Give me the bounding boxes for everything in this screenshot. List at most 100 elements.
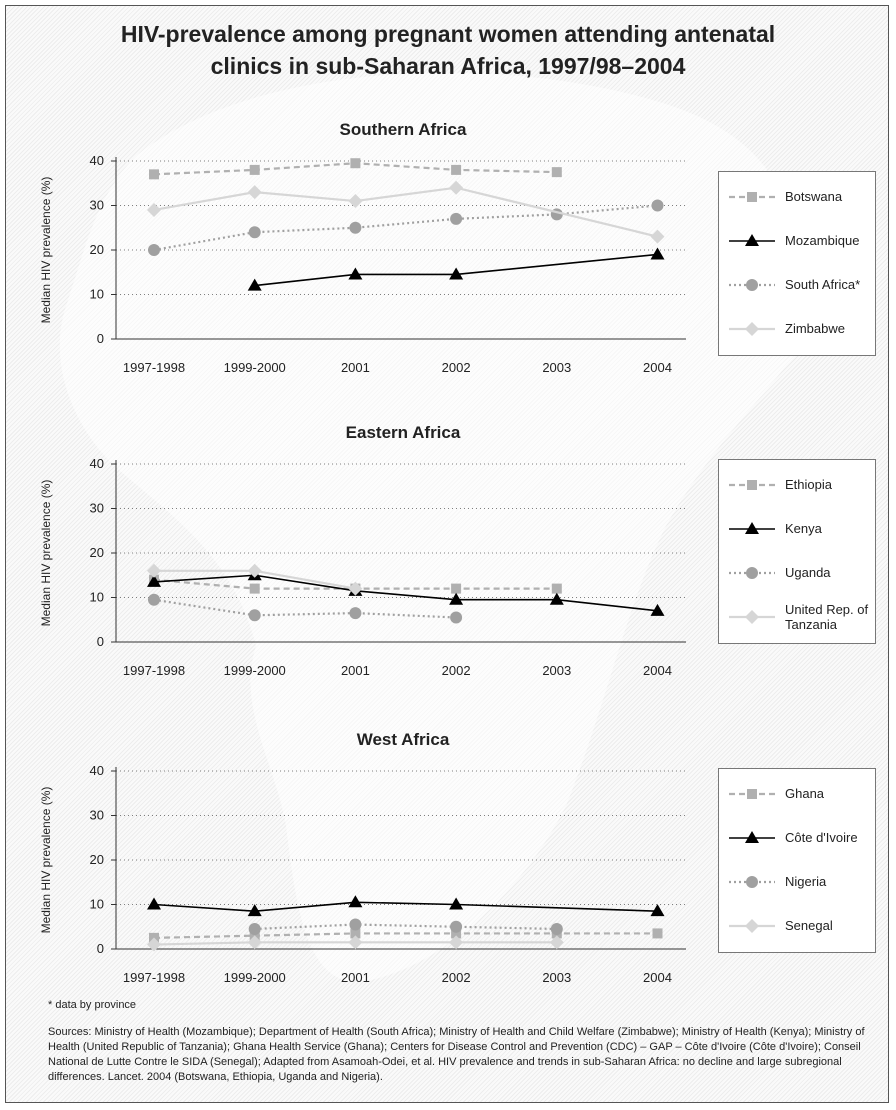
eastern-africa-y-tick-label: 0 [97,634,104,649]
legend-label-eastern-africa-kenya: Kenya [785,521,822,536]
southern-africa-south-africa-point [148,244,160,256]
southern-africa-x-tick-label: 2002 [442,360,471,375]
legend-marker-southern-africa-zimbabwe [745,322,759,336]
west-africa-c-te-d-ivoire-point [247,904,262,917]
eastern-africa-kenya-line [153,574,658,612]
legend-label-west-africa-ghana: Ghana [785,786,825,801]
southern-africa-x-tick-label: 2004 [643,360,672,375]
southern-africa-zimbabwe-point [247,185,262,200]
chart-panel-southern-africa: Southern Africa Median HIV prevalence (%)… [6,111,888,401]
legend-swatch-west-africa-nigeria [729,876,775,888]
west-africa-x-tick-label: 1997-1998 [123,970,185,985]
southern-africa-title: Southern Africa [340,120,467,139]
legend-item-southern-africa-south-africa: South Africa* [727,276,871,310]
west-africa-ghana-point [451,928,462,939]
west-africa-c-te-d-ivoire-line [153,901,658,912]
southern-africa-south-africa-point [450,212,463,225]
west-africa-y-tick-label: 20 [90,852,104,867]
legend-marker-southern-africa-mozambique [745,234,759,246]
legend-item-eastern-africa-united-rep-of-tanzania: United Rep. of Tanzania [727,602,871,642]
southern-africa-zimbabwe-point [147,202,161,217]
southern-africa-zimbabwe-point [348,194,363,209]
west-africa-x-tick-label: 2004 [643,970,672,985]
legend-item-southern-africa-mozambique: Mozambique [727,232,871,266]
eastern-africa-x-tick-label: 1999-2000 [224,663,286,678]
west-africa-nigeria-point [248,922,261,935]
legend-label-southern-africa-mozambique: Mozambique [785,233,860,248]
southern-africa-botswana-point [551,167,562,178]
legend-item-west-africa-ghana: Ghana [727,785,871,819]
legend-marker-west-africa-senegal [745,919,759,933]
southern-africa-zimbabwe-point [449,180,464,195]
eastern-africa-united-rep-of-tanzania-point [348,581,363,596]
eastern-africa-y-tick-label: 10 [90,590,104,605]
southern-africa-y-axis-label: Median HIV prevalence (%) [39,177,53,324]
legend-label-eastern-africa-ethiopia: Ethiopia [785,477,832,492]
chart-panel-west-africa: West Africa Median HIV prevalence (%) 40 30… [6,721,888,1011]
legend-item-southern-africa-botswana: Botswana [727,188,871,222]
eastern-africa-kenya-point [650,603,665,616]
eastern-africa-title: Eastern Africa [346,423,461,442]
west-africa-y-axis-label: Median HIV prevalence (%) [39,787,53,934]
west-africa-senegal-point [247,935,262,950]
footnote: * data by province [48,999,137,1011]
west-africa-nigeria-line [254,923,557,931]
eastern-africa-x-tick-label: 1997-1998 [123,663,185,678]
legend-swatch-southern-africa-botswana [729,192,775,202]
eastern-africa-ethiopia-point [551,583,562,594]
west-africa-ghana-point [350,928,361,939]
legend-marker-southern-africa-botswana [747,192,757,202]
west-africa-c-te-d-ivoire-point [650,904,665,917]
legend-label-southern-africa-south-africa: South Africa* [785,277,861,292]
eastern-africa-kenya-point [549,592,564,605]
west-africa-senegal-point [147,937,161,952]
legend-swatch-west-africa-ghana [729,789,775,799]
west-africa-x-tick-label: 2001 [341,970,370,985]
legend-swatch-eastern-africa-kenya [729,522,775,534]
legend-swatch-eastern-africa-ethiopia [729,480,775,490]
southern-africa-south-africa-line [153,204,658,252]
legend-item-eastern-africa-uganda: Uganda [727,564,871,598]
sources-text: Sources: Ministry of Health (Mozambique)… [48,1026,865,1083]
west-africa-c-te-d-ivoire-point [449,897,464,910]
eastern-africa-uganda-point [148,593,160,606]
chart-panel-eastern-africa: Eastern Africa Median HIV prevalence (%) 4… [6,414,888,704]
legend-eastern-africa: Ethiopia Kenya Uganda United Rep. of Tanzan… [718,459,876,644]
west-africa-senegal-point [449,935,464,950]
west-africa-c-te-d-ivoire-point [147,897,161,910]
legend-label-west-africa-senegal: Senegal [785,918,833,933]
southern-africa-x-tick-label: 2001 [341,360,370,375]
legend-marker-eastern-africa-kenya [745,522,759,534]
legend-west-africa: Ghana Côte d'Ivoire Nigeria Senegal [718,768,876,953]
southern-africa-mozambique-point [247,278,262,291]
legend-label-west-africa-c-te-d-ivoire: Côte d'Ivoire [785,830,858,845]
west-africa-y-tick-label: 0 [97,941,104,956]
legend-item-west-africa-senegal: Senegal [727,917,871,951]
eastern-africa-uganda-point [248,609,261,622]
title-line-1: HIV-prevalence among pregnant women atte… [120,21,776,47]
eastern-africa-ethiopia-point [451,583,462,594]
eastern-africa-y-tick-label: 40 [90,456,104,471]
legend-swatch-southern-africa-zimbabwe [729,322,775,336]
southern-africa-mozambique-line [254,253,658,287]
legend-swatch-southern-africa-mozambique [729,234,775,246]
west-africa-x-tick-label: 2002 [442,970,471,985]
legend-label-west-africa-nigeria: Nigeria [785,874,827,889]
west-africa-y-tick-label: 30 [90,808,104,823]
southern-africa-south-africa-point [651,199,664,212]
eastern-africa-x-tick-label: 2001 [341,663,370,678]
legend-marker-eastern-africa-united-rep-of-tanzania [745,610,759,624]
legend-swatch-eastern-africa-united-rep-of-tanzania [729,610,775,624]
legend-southern-africa: Botswana Mozambique South Africa* Zimbabwe [718,171,876,356]
eastern-africa-ethiopia-point [249,583,260,594]
southern-africa-x-tick-label: 1999-2000 [224,360,286,375]
west-africa-y-tick-label: 10 [90,897,104,912]
southern-africa-zimbabwe-point [650,229,665,244]
eastern-africa-kenya-point [147,574,161,587]
southern-africa-x-tick-label: 2003 [542,360,571,375]
west-africa-senegal-point [549,935,564,950]
west-africa-nigeria-point [550,922,563,935]
west-africa-y-tick-label: 40 [90,763,104,778]
legend-item-eastern-africa-ethiopia: Ethiopia [727,476,871,510]
west-africa-ghana-point [652,928,663,939]
